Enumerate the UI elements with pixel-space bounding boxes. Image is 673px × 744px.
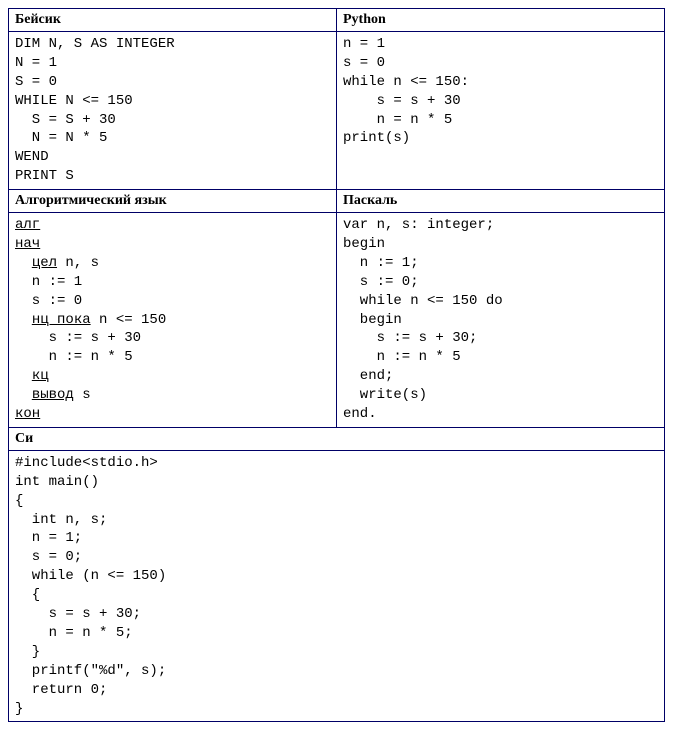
header-basic: Бейсик <box>9 9 337 32</box>
cell-pascal: var n, s: integer; begin n := 1; s := 0;… <box>337 213 665 428</box>
cell-basic: DIM N, S AS INTEGER N = 1 S = 0 WHILE N … <box>9 32 337 190</box>
header-c: Си <box>9 427 665 450</box>
code-c: #include<stdio.h> int main() { int n, s;… <box>15 454 658 718</box>
header-pascal: Паскаль <box>337 190 665 213</box>
code-algo: алг нач цел n, s n := 1 s := 0 нц пока n… <box>15 216 330 424</box>
code-comparison-table: Бейсик Python DIM N, S AS INTEGER N = 1 … <box>8 8 665 722</box>
cell-c: #include<stdio.h> int main() { int n, s;… <box>9 450 665 721</box>
code-basic: DIM N, S AS INTEGER N = 1 S = 0 WHILE N … <box>15 35 330 186</box>
code-python: n = 1 s = 0 while n <= 150: s = s + 30 n… <box>343 35 658 148</box>
code-pascal: var n, s: integer; begin n := 1; s := 0;… <box>343 216 658 424</box>
cell-python: n = 1 s = 0 while n <= 150: s = s + 30 n… <box>337 32 665 190</box>
cell-algo: алг нач цел n, s n := 1 s := 0 нц пока n… <box>9 213 337 428</box>
header-algo: Алгоритмический язык <box>9 190 337 213</box>
header-python: Python <box>337 9 665 32</box>
